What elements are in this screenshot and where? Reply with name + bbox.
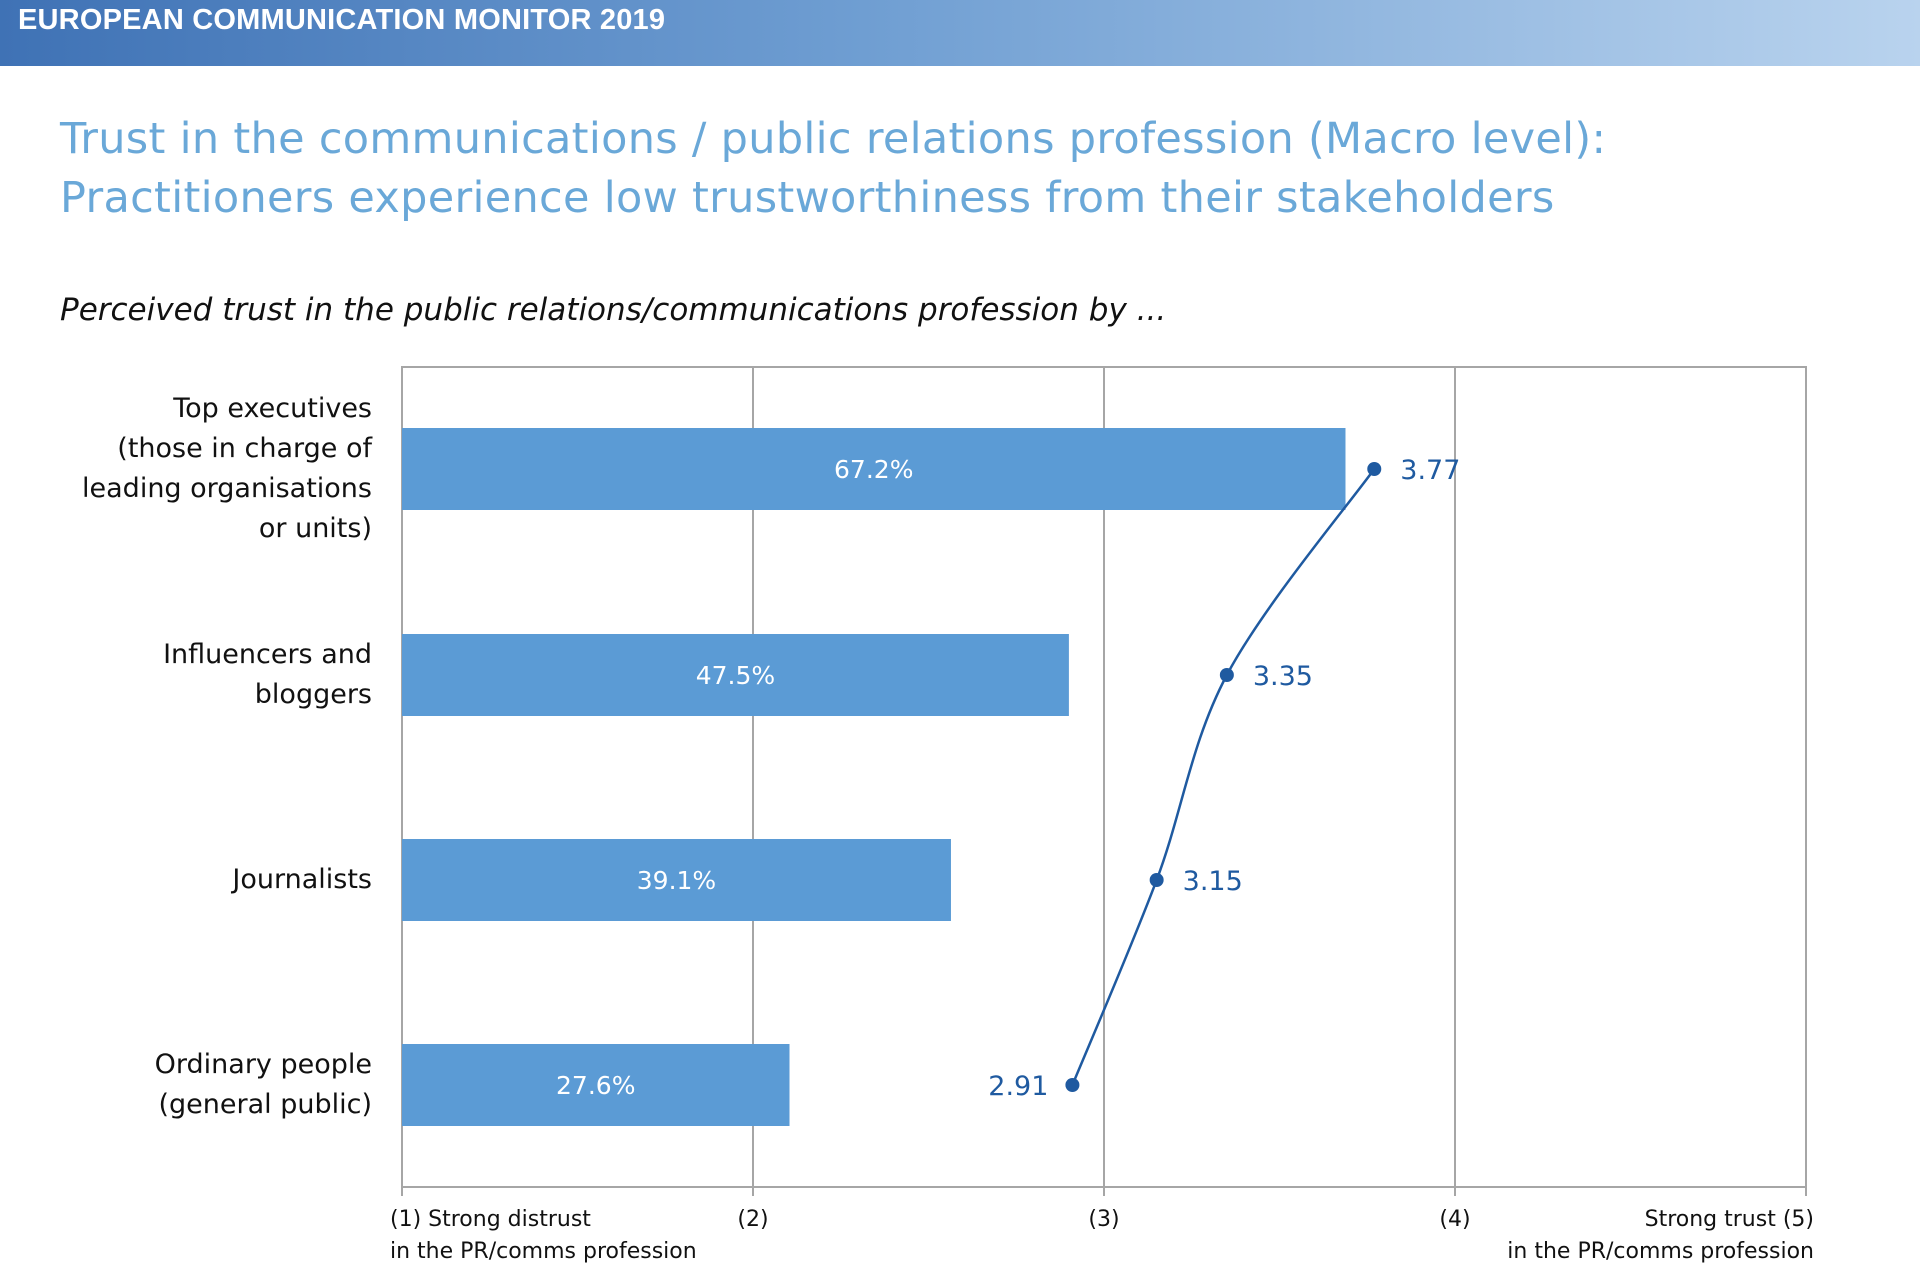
bar <box>402 839 951 921</box>
category-label: Journalists <box>232 864 372 895</box>
mean-point <box>1065 1078 1080 1092</box>
x-tick-label-line: (3) <box>1088 1207 1119 1232</box>
x-tick-label-line: (1) Strong distrust <box>390 1207 591 1232</box>
slide-title-line1: Trust in the communications / public rel… <box>60 114 1607 164</box>
category-label: Top executives (those in charge of leadi… <box>82 393 372 544</box>
x-tick-label-line: Strong trust (5) <box>1645 1207 1814 1232</box>
mean-data-label: 3.35 <box>1253 661 1313 692</box>
category-label: Influencers and bloggers <box>163 639 372 710</box>
mean-point <box>1367 462 1382 476</box>
bar-data-label: 39.1% <box>637 866 716 895</box>
bar <box>402 428 1346 510</box>
mean-data-label: 3.15 <box>1183 866 1243 897</box>
x-tick-label-line: (4) <box>1439 1207 1470 1232</box>
x-tick-label-line: in the PR/comms profession <box>1507 1239 1814 1264</box>
mean-data-label: 2.91 <box>988 1071 1048 1102</box>
bar <box>402 1044 790 1126</box>
slide-title: Trust in the communications / public rel… <box>60 110 1860 228</box>
header-title: EUROPEAN COMMUNICATION MONITOR 2019 <box>18 4 666 36</box>
x-tick-label: (3) <box>1088 1207 1119 1232</box>
mean-data-label: 3.77 <box>1400 455 1460 486</box>
x-tick-label: (4) <box>1439 1207 1470 1232</box>
mean-line <box>1071 468 1376 1086</box>
slide-title-line2: Practitioners experience low trustworthi… <box>60 173 1555 223</box>
x-tick-label: Strong trust (5) in the PR/comms professi… <box>1507 1207 1814 1264</box>
x-tick-label: (2) <box>737 1207 768 1232</box>
x-tick-label-line: in the PR/comms profession <box>390 1239 697 1264</box>
header-bar: EUROPEAN COMMUNICATION MONITOR 2019 <box>0 0 1920 66</box>
x-tick-label: (1) Strong distrust in the PR/comms profe… <box>390 1207 697 1264</box>
mean-point <box>1149 873 1164 887</box>
chart-subtitle: Perceived trust in the public relations/… <box>60 292 1167 328</box>
category-label: Ordinary people (general public) <box>154 1049 372 1120</box>
bar-data-label: 47.5% <box>696 661 775 690</box>
mean-point <box>1219 668 1234 682</box>
bar <box>402 634 1069 716</box>
x-tick-label-line: (2) <box>737 1207 768 1232</box>
bar-data-label: 67.2% <box>834 455 913 484</box>
bar-data-label: 27.6% <box>556 1071 635 1100</box>
